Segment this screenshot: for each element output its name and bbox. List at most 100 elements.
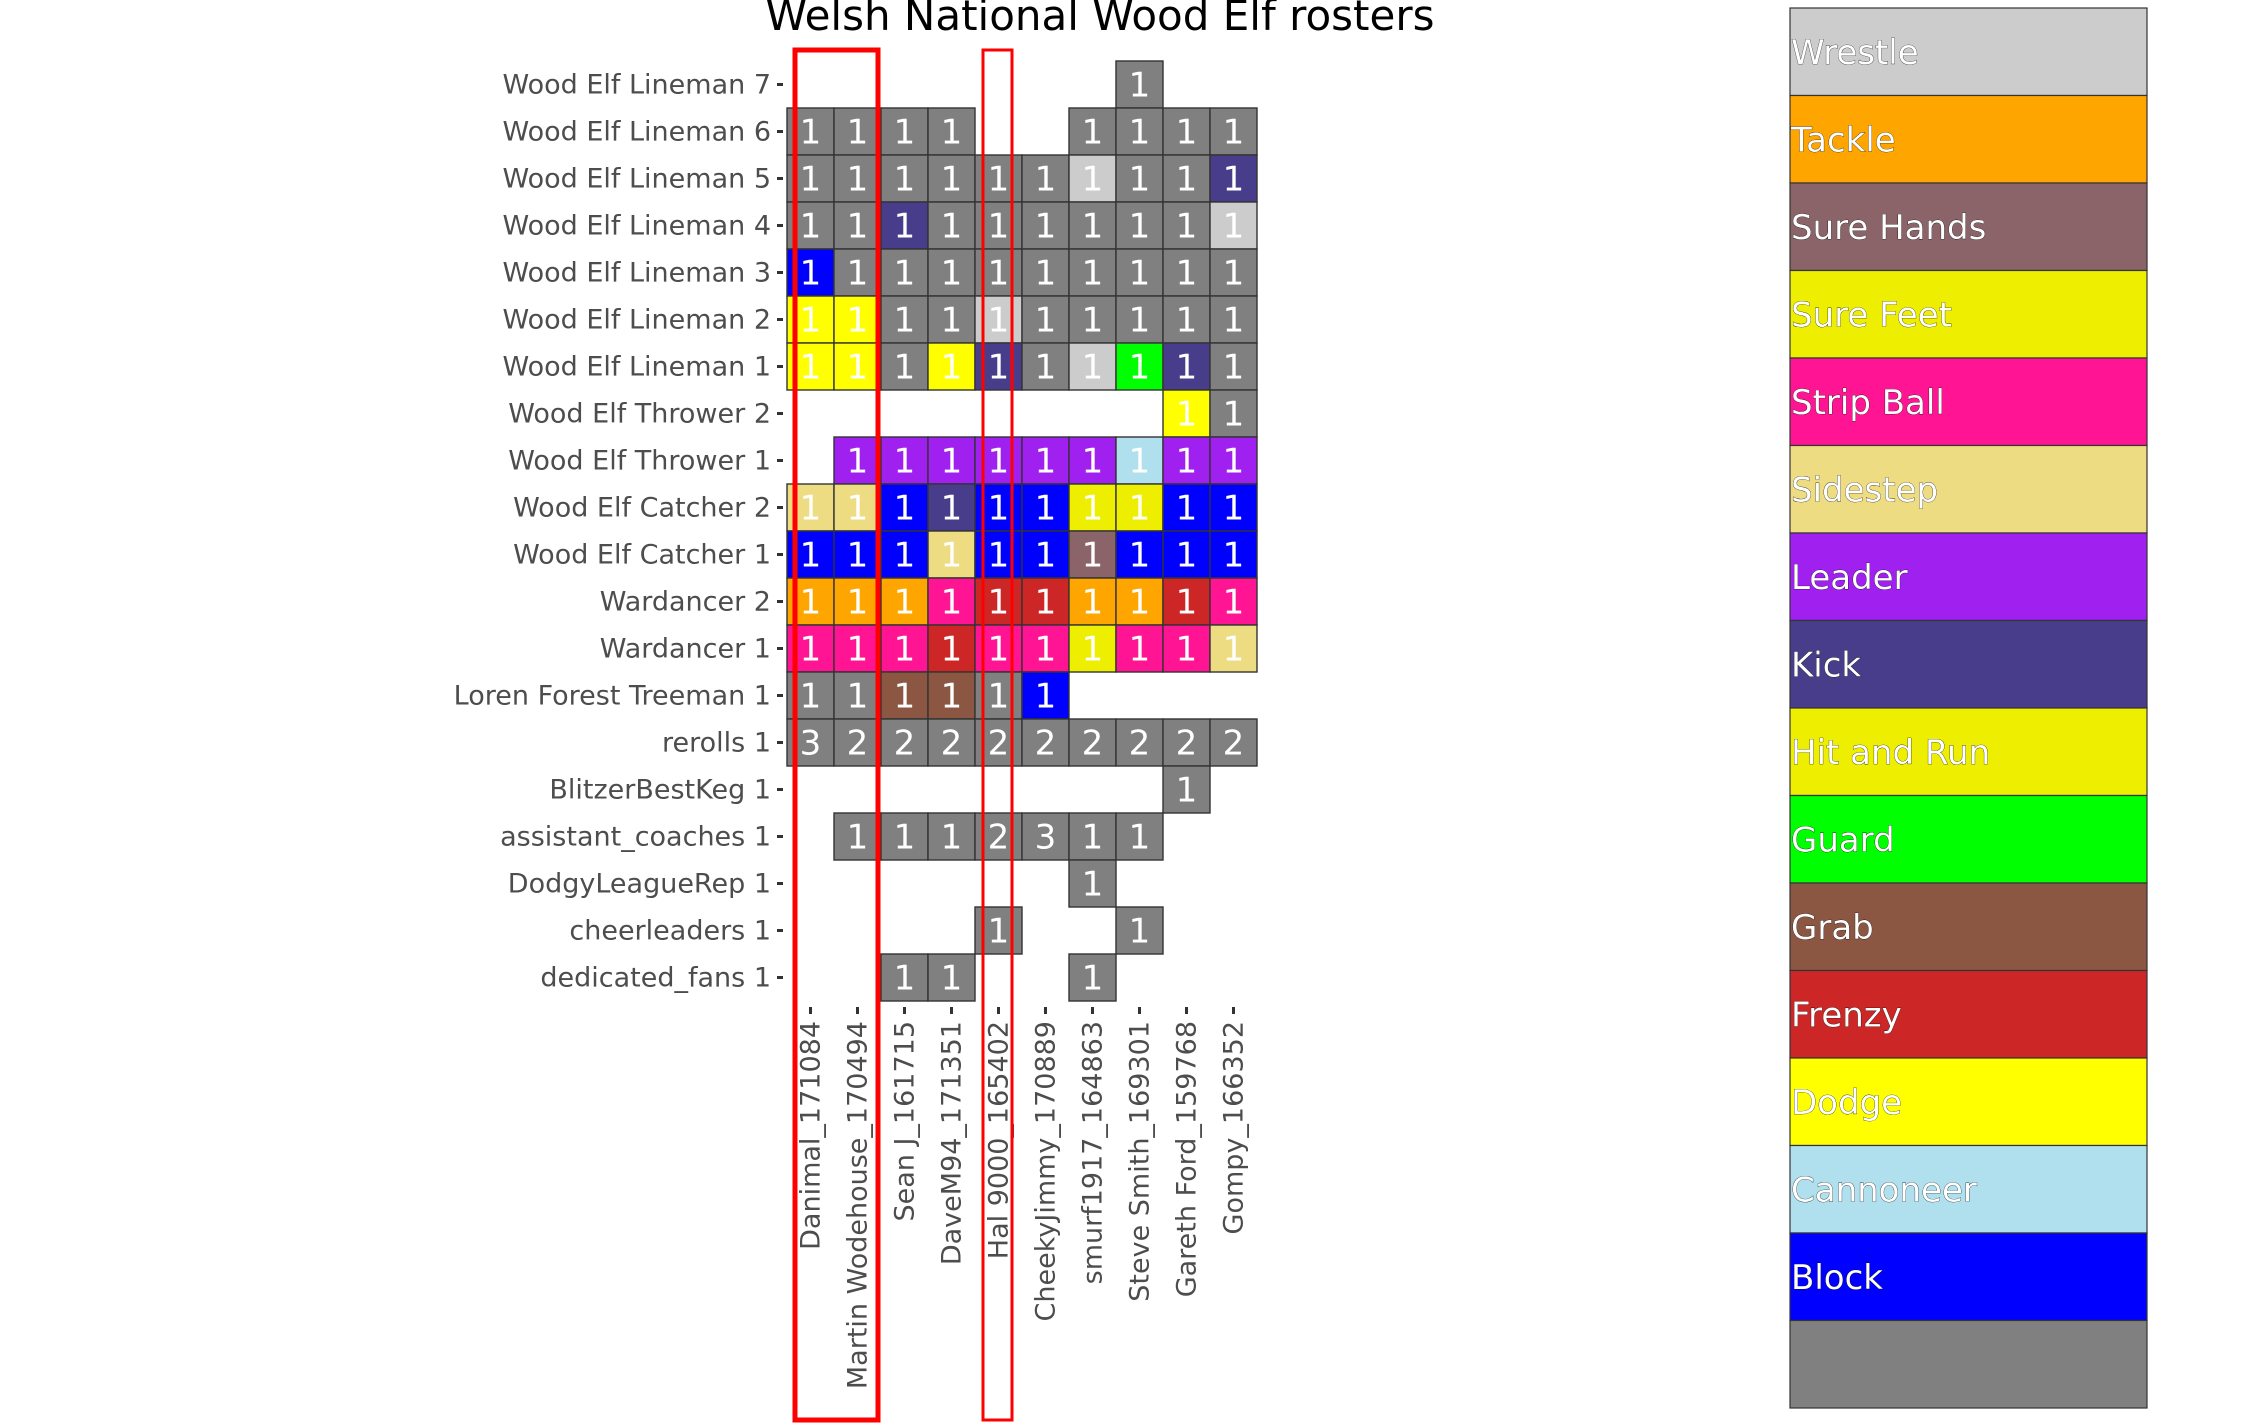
heatmap-tile xyxy=(1209,389,1258,438)
heatmap-tile xyxy=(1209,154,1258,203)
heatmap-tile xyxy=(1068,483,1117,532)
tile-value-label: 1 xyxy=(1035,536,1057,576)
tile-value-label: 1 xyxy=(847,630,869,670)
heatmap-tile xyxy=(833,530,882,579)
tile-value-label: 1 xyxy=(894,818,916,858)
heatmap-tile xyxy=(1021,812,1070,861)
tile-value-label: 1 xyxy=(894,207,916,247)
legend-key xyxy=(1789,532,2148,622)
tile-value-label: 2 xyxy=(941,724,963,764)
tile-value-label: 1 xyxy=(800,207,822,247)
x-tick-label: Sean J_161715 xyxy=(890,1021,921,1222)
tile-value-label: 1 xyxy=(1129,254,1151,294)
tile-value-label: 1 xyxy=(1035,254,1057,294)
tile-value-label: 1 xyxy=(1035,207,1057,247)
tile-value-label: 1 xyxy=(894,301,916,341)
tile-value-label: 1 xyxy=(1129,160,1151,200)
tile-value-label: 1 xyxy=(1223,254,1245,294)
legend-label: Kick xyxy=(1791,645,1861,685)
heatmap-tile xyxy=(1115,577,1164,626)
tile-value-label: 1 xyxy=(1176,301,1198,341)
legend: Wrestle Tackle Sure Hands Sure Feet Strip Ba… xyxy=(1789,7,2148,1409)
tile-value-label: 1 xyxy=(1223,348,1245,388)
x-tick-label: Hal 9000_165402 xyxy=(984,1021,1015,1259)
heatmap-tile xyxy=(1162,530,1211,579)
heatmap-tile xyxy=(880,295,929,344)
y-tick-label: Wood Elf Lineman 2 xyxy=(502,305,771,336)
y-tick-label: dedicated_fans 1 xyxy=(540,963,771,994)
tile-value-label: 1 xyxy=(1082,536,1104,576)
heatmap-tile xyxy=(833,483,882,532)
tile-value-label: 1 xyxy=(1035,301,1057,341)
tile-value-label: 1 xyxy=(894,442,916,482)
tile-value-label: 1 xyxy=(1082,254,1104,294)
tile-value-label: 1 xyxy=(847,442,869,482)
heatmap-tile xyxy=(1209,436,1258,485)
tile-value-label: 1 xyxy=(894,489,916,529)
legend-label: Hit and Run xyxy=(1791,733,1990,773)
heatmap-tile xyxy=(1209,201,1258,250)
legend-key xyxy=(1789,882,2148,972)
heatmap-tile xyxy=(1068,859,1117,908)
chart-title: Welsh National Wood Elf rosters xyxy=(766,0,1435,40)
heatmap-tile xyxy=(1068,530,1117,579)
heatmap-tile xyxy=(833,201,882,250)
tile-value-label: 1 xyxy=(1082,442,1104,482)
tile-value-label: 1 xyxy=(1082,959,1104,999)
tile-value-label: 3 xyxy=(800,724,822,764)
heatmap-tile xyxy=(1209,624,1258,673)
y-tick-label: assistant_coaches 1 xyxy=(500,822,771,853)
legend-label: Sure Feet xyxy=(1791,295,1952,335)
x-axis: Danimal_171084 Martin Wodehouse_170494 Sea… xyxy=(796,1007,1250,1389)
y-tick-label: Wood Elf Lineman 3 xyxy=(502,258,771,289)
legend-key xyxy=(1789,357,2148,447)
heatmap-tile xyxy=(1068,624,1117,673)
tile-value-label: 1 xyxy=(1176,583,1198,623)
tile-value-label: 1 xyxy=(847,207,869,247)
tile-value-label: 1 xyxy=(988,442,1010,482)
tile-value-label: 1 xyxy=(800,348,822,388)
y-tick-label: Wood Elf Thrower 1 xyxy=(508,446,771,477)
tile-value-label: 1 xyxy=(800,677,822,717)
tile-value-label: 1 xyxy=(1035,630,1057,670)
tile-value-label: 1 xyxy=(1223,630,1245,670)
x-tick-label: smurf1917_164863 xyxy=(1078,1021,1109,1284)
heatmap-tile xyxy=(927,436,976,485)
tile-value-label: 1 xyxy=(1082,113,1104,153)
heatmap-tile xyxy=(1021,718,1070,767)
tile-value-label: 1 xyxy=(1223,395,1245,435)
heatmap-tile xyxy=(1209,248,1258,297)
tile-value-label: 1 xyxy=(847,113,869,153)
heatmap-tile xyxy=(927,624,976,673)
legend-key xyxy=(1789,269,2148,359)
legend-label: Dodge xyxy=(1791,1083,1902,1123)
tile-value-label: 1 xyxy=(1129,818,1151,858)
tile-value-label: 1 xyxy=(1176,160,1198,200)
tile-value-label: 1 xyxy=(894,348,916,388)
y-tick-label: Wood Elf Lineman 7 xyxy=(502,70,771,101)
x-tick-label: Danimal_171084 xyxy=(796,1021,827,1250)
heatmap-tile xyxy=(1162,295,1211,344)
x-tick-label: Steve Smith_169301 xyxy=(1125,1021,1156,1302)
heatmap-tile xyxy=(1115,248,1164,297)
legend-key xyxy=(1789,1057,2148,1147)
tile-value-label: 1 xyxy=(1082,865,1104,905)
heatmap-tile xyxy=(1162,577,1211,626)
heatmap-tile xyxy=(1162,483,1211,532)
legend-key xyxy=(1789,7,2148,97)
legend-key xyxy=(1789,1144,2148,1234)
tile-value-label: 1 xyxy=(800,301,822,341)
tile-value-label: 1 xyxy=(1129,348,1151,388)
tile-value-label: 1 xyxy=(800,583,822,623)
y-tick-label: Wood Elf Lineman 5 xyxy=(502,164,771,195)
tile-value-label: 1 xyxy=(894,254,916,294)
y-tick-label: Wood Elf Lineman 4 xyxy=(502,211,771,242)
tile-value-label: 1 xyxy=(988,912,1010,952)
highlight-boxes xyxy=(792,47,1014,1423)
tile-value-label: 1 xyxy=(894,630,916,670)
tile-value-label: 1 xyxy=(894,959,916,999)
legend-label: Tackle xyxy=(1790,120,1896,160)
legend-label: Sure Hands xyxy=(1791,208,1986,248)
y-tick-label: Wood Elf Catcher 2 xyxy=(513,493,771,524)
